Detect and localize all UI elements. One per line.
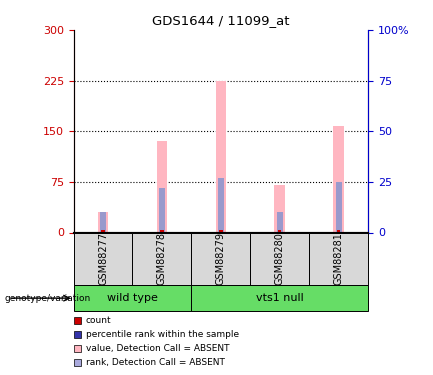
Bar — [157, 141, 167, 232]
Bar — [74, 232, 132, 285]
Title: GDS1644 / 11099_at: GDS1644 / 11099_at — [152, 15, 290, 27]
Bar — [159, 188, 165, 232]
Bar — [101, 230, 105, 232]
Text: count: count — [86, 316, 111, 325]
Bar — [336, 182, 342, 232]
Bar — [278, 230, 281, 232]
Bar — [191, 285, 368, 311]
Text: GSM88281: GSM88281 — [333, 232, 344, 285]
Bar — [100, 212, 106, 232]
Text: GSM88280: GSM88280 — [275, 232, 285, 285]
Bar — [218, 178, 224, 232]
Text: GSM88279: GSM88279 — [216, 232, 226, 285]
Text: rank, Detection Call = ABSENT: rank, Detection Call = ABSENT — [86, 358, 225, 367]
Bar — [191, 232, 250, 285]
Text: wild type: wild type — [107, 293, 158, 303]
Bar — [333, 126, 344, 232]
Bar — [337, 230, 340, 232]
Bar — [250, 232, 309, 285]
Bar — [216, 81, 226, 232]
Text: percentile rank within the sample: percentile rank within the sample — [86, 330, 239, 339]
Bar — [219, 230, 223, 232]
Text: genotype/variation: genotype/variation — [4, 294, 90, 303]
Bar — [277, 212, 283, 232]
Bar — [132, 232, 191, 285]
Bar — [74, 285, 191, 311]
Text: GSM88278: GSM88278 — [157, 232, 167, 285]
Bar — [98, 212, 108, 232]
Bar — [309, 232, 368, 285]
Bar — [275, 185, 285, 232]
Text: vts1 null: vts1 null — [256, 293, 304, 303]
Text: GSM88277: GSM88277 — [98, 232, 108, 285]
Bar — [160, 230, 164, 232]
Text: value, Detection Call = ABSENT: value, Detection Call = ABSENT — [86, 344, 229, 353]
